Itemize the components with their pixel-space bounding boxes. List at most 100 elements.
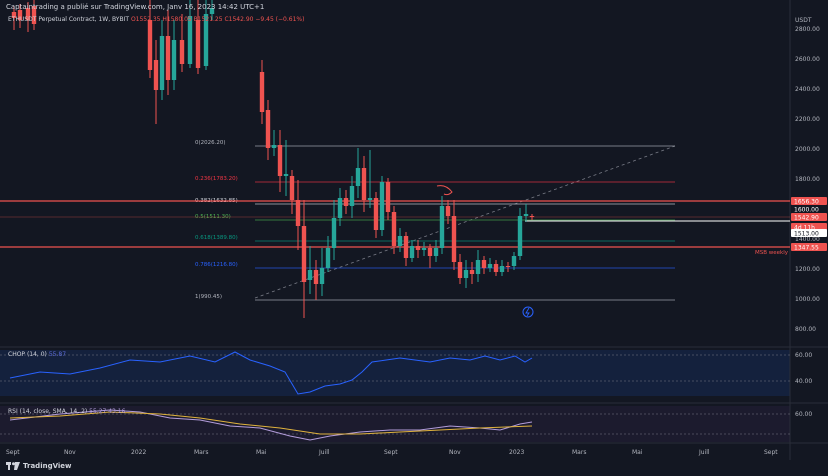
candle-body[interactable] — [421, 248, 427, 250]
price-label-current-price[interactable] — [791, 213, 827, 221]
tradingview-logo-icon — [6, 462, 20, 470]
price-tick-label: 1400.00 — [795, 236, 820, 243]
candle-body[interactable] — [445, 206, 451, 216]
candle-body[interactable] — [283, 174, 289, 176]
price-tick-label: 1000.00 — [795, 296, 820, 303]
candle-body[interactable] — [385, 182, 391, 212]
candle-body[interactable] — [187, 16, 193, 64]
candle-body[interactable] — [475, 260, 481, 274]
candle-body[interactable] — [265, 110, 271, 148]
price-label-text-current-price: 1542.90 — [794, 214, 819, 221]
candle-body[interactable] — [433, 248, 439, 256]
candle-body[interactable] — [171, 40, 177, 80]
candle-body[interactable] — [331, 218, 337, 248]
time-tick-label: 2022 — [131, 449, 146, 456]
candle-body[interactable] — [147, 20, 153, 70]
candle-body[interactable] — [517, 216, 523, 256]
price-tick-label: 2600.00 — [795, 56, 820, 63]
candle-body[interactable] — [505, 266, 511, 267]
candle-body[interactable] — [313, 270, 319, 284]
arrow-annotation[interactable] — [436, 185, 453, 196]
candle-body[interactable] — [493, 264, 499, 272]
candle-body[interactable] — [391, 212, 397, 246]
lightning-icon-bolt — [525, 307, 530, 317]
candle-body[interactable] — [511, 256, 517, 266]
price-tick-label: 800.00 — [795, 326, 816, 333]
candle-body[interactable] — [439, 206, 445, 248]
trendline-dashed[interactable] — [254, 145, 676, 299]
candle-body[interactable] — [499, 266, 505, 272]
candle-body[interactable] — [295, 200, 301, 226]
price-label-level-1513[interactable] — [791, 229, 827, 237]
fib-level-label: 0.236(1783.20) — [195, 176, 238, 182]
candle-body[interactable] — [11, 12, 17, 18]
candle-body[interactable] — [529, 216, 535, 217]
chop-legend[interactable]: CHOP (14, 0) 55.87 — [8, 351, 66, 358]
candle-body[interactable] — [343, 198, 349, 206]
fib-level-label: 0(2026.20) — [195, 140, 226, 146]
time-tick-label: 2023 — [509, 449, 524, 456]
candle-body[interactable] — [319, 268, 325, 284]
candle-body[interactable] — [31, 6, 37, 24]
time-tick-label: Nov — [64, 449, 76, 456]
chop-name: CHOP (14, 0) — [8, 351, 47, 358]
symbol-name: ETHUSDT Perpetual Contract, 1W, BYBIT — [8, 16, 130, 23]
candle-body[interactable] — [271, 145, 277, 148]
rsi-name: RSI (14, close, SMA, 14, 2) — [8, 408, 88, 415]
candle-body[interactable] — [409, 246, 415, 258]
tradingview-logo[interactable]: TradingView — [6, 462, 72, 470]
candle-body[interactable] — [337, 198, 343, 218]
price-tick-label: 1800.00 — [795, 176, 820, 183]
candle-body[interactable] — [301, 226, 307, 282]
candle-body[interactable] — [481, 260, 487, 268]
candle-body[interactable] — [17, 10, 23, 20]
time-tick-label: Sept — [384, 449, 398, 456]
price-label-text-level-1347: 1347.55 — [794, 244, 819, 251]
candle-body[interactable] — [397, 236, 403, 246]
candle-body[interactable] — [487, 264, 493, 268]
candle-body[interactable] — [179, 40, 185, 64]
publisher-line: Captaintrading a publié sur TradingView.… — [6, 3, 265, 11]
candle-body[interactable] — [355, 168, 361, 186]
rsi-value: 55.27 43.16 — [89, 408, 126, 415]
candle-body[interactable] — [25, 8, 31, 20]
candle-body[interactable] — [361, 168, 367, 200]
candle-body[interactable] — [165, 36, 171, 80]
chop-line[interactable] — [9, 351, 533, 395]
candle-body[interactable] — [349, 186, 355, 206]
price-tick-label: 2400.00 — [795, 86, 820, 93]
lightning-icon[interactable] — [522, 306, 534, 318]
price-label-level-1600[interactable] — [791, 205, 827, 213]
candle-body[interactable] — [367, 198, 373, 200]
candle-body[interactable] — [209, 8, 215, 14]
fib-level-label: 0.786(1216.80) — [195, 262, 238, 268]
candle-body[interactable] — [379, 182, 385, 230]
candle-body[interactable] — [451, 216, 457, 262]
candle-body[interactable] — [259, 72, 265, 112]
candle-body[interactable] — [195, 20, 201, 68]
price-label-text-level-1600: 1600.00 — [794, 206, 819, 213]
candle-body[interactable] — [415, 246, 421, 250]
symbol-legend[interactable]: ETHUSDT Perpetual Contract, 1W, BYBIT O1… — [8, 16, 304, 23]
time-tick-label: Mai — [632, 449, 643, 456]
candle-body[interactable] — [427, 248, 433, 256]
candle-body[interactable] — [325, 248, 331, 268]
candle-body[interactable] — [523, 214, 529, 216]
rsi-ma-line[interactable] — [9, 411, 533, 435]
candle-body[interactable] — [307, 270, 313, 280]
candle-body[interactable] — [469, 270, 475, 274]
price-label-level-1656[interactable] — [791, 197, 827, 205]
candle-body[interactable] — [463, 270, 469, 278]
candle-body[interactable] — [277, 145, 283, 176]
candle-body[interactable] — [203, 14, 209, 66]
candle-body[interactable] — [457, 262, 463, 278]
candle-body[interactable] — [153, 60, 159, 90]
rsi-legend[interactable]: RSI (14, close, SMA, 14, 2) 55.27 43.16 — [8, 408, 125, 415]
candle-body[interactable] — [159, 36, 165, 90]
candle-body[interactable] — [403, 236, 409, 258]
candle-body[interactable] — [373, 198, 379, 230]
price-label-level-1347[interactable] — [791, 243, 827, 251]
candle-body[interactable] — [289, 176, 295, 200]
